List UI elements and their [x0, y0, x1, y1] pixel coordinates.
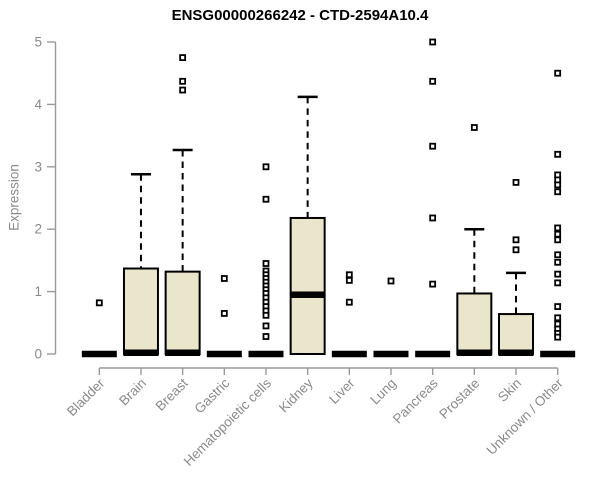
outlier-point — [512, 178, 520, 186]
x-category-label: Brain — [116, 376, 149, 409]
outlier-point — [554, 279, 562, 287]
outlier-point — [554, 314, 562, 322]
median-line — [290, 291, 326, 298]
box-group — [331, 271, 367, 358]
box-group — [122, 173, 159, 357]
box-group — [415, 38, 451, 358]
outlier-point — [554, 224, 562, 232]
median-line — [498, 349, 534, 357]
median-line — [81, 350, 117, 358]
outlier-point — [95, 299, 103, 307]
outlier-point — [554, 181, 562, 189]
outlier-point — [262, 333, 270, 340]
outlier-point — [429, 77, 437, 85]
median-line — [206, 350, 242, 358]
box — [498, 313, 534, 355]
box-group — [540, 69, 576, 358]
outlier-point — [262, 163, 270, 171]
box — [164, 270, 201, 355]
x-category-label: Gastric — [192, 375, 233, 416]
box-group — [498, 178, 534, 357]
x-category-label: Unknown / Other — [484, 375, 567, 458]
outlier-point — [345, 298, 353, 306]
outlier-point — [429, 280, 437, 288]
x-category-label: Prostate — [436, 376, 482, 422]
outlier-point — [512, 236, 520, 244]
outlier-point — [554, 188, 562, 196]
outlier-point — [554, 258, 562, 266]
outlier-point — [554, 303, 562, 310]
box — [289, 216, 326, 355]
outlier-point — [262, 195, 270, 203]
outlier-point — [262, 322, 270, 330]
outlier-point — [345, 271, 353, 279]
median-line — [456, 349, 492, 357]
outlier-point — [179, 86, 187, 94]
outlier-point — [512, 246, 520, 254]
box-group — [248, 163, 284, 358]
box-group — [373, 277, 409, 358]
median-line — [165, 349, 201, 357]
outlier-point — [554, 69, 562, 77]
y-tick-label: 4 — [34, 97, 42, 112]
x-category-label: Kidney — [276, 375, 316, 415]
x-category-label: Bladder — [64, 375, 108, 419]
median-line — [248, 350, 284, 358]
y-tick-label: 5 — [34, 35, 42, 50]
outlier-point — [554, 230, 562, 238]
outlier-point — [554, 333, 562, 341]
outlier-point — [262, 311, 270, 319]
box-group — [456, 124, 493, 357]
median-line — [540, 350, 576, 358]
outlier-point — [220, 310, 228, 317]
outlier-point — [179, 77, 187, 85]
outlier-point — [429, 38, 437, 46]
x-category-label: Pancreas — [390, 375, 441, 426]
box-group — [164, 54, 201, 357]
outlier-point — [429, 142, 437, 150]
outlier-point — [387, 277, 395, 285]
median-line — [123, 349, 159, 357]
chart-title: ENSG00000266242 - CTD-2594A10.4 — [171, 7, 429, 24]
box — [456, 292, 493, 355]
outlier-point — [345, 276, 353, 284]
median-line — [331, 350, 367, 358]
y-tick-label: 1 — [34, 284, 42, 299]
box-group — [81, 299, 117, 358]
x-category-label: Liver — [326, 375, 358, 407]
outlier-point — [220, 275, 228, 282]
median-line — [415, 350, 451, 358]
outlier-point — [470, 124, 478, 131]
outlier-point — [554, 251, 562, 259]
box — [122, 267, 159, 355]
x-category-label: Lung — [367, 376, 399, 408]
y-axis: 0 1 2 3 4 5 — [34, 35, 57, 362]
outlier-point — [554, 270, 562, 278]
median-line — [373, 350, 409, 358]
x-category-label: Breast — [153, 375, 191, 413]
y-tick-label: 2 — [34, 222, 42, 237]
outlier-point — [179, 54, 187, 61]
outlier-point — [554, 236, 562, 244]
y-tick-label: 3 — [34, 159, 42, 174]
box-group — [289, 95, 326, 355]
box-group — [206, 275, 242, 358]
outlier-point — [554, 150, 562, 158]
outlier-point — [429, 214, 437, 222]
x-category-label: Skin — [495, 376, 524, 405]
y-tick-label: 0 — [34, 347, 42, 362]
outlier-point — [262, 260, 270, 267]
